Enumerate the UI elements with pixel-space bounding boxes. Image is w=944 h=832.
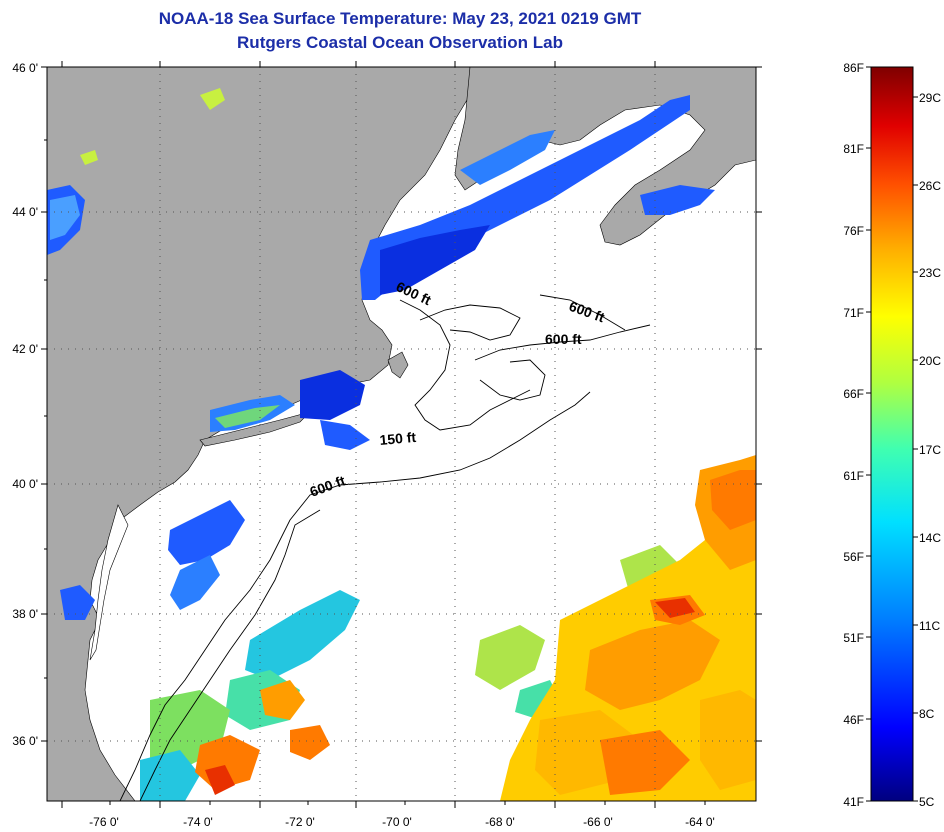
cb-f-41: 41F [843,795,864,809]
water-chesapeake-bay [89,504,129,661]
bathymetry-contours [119,294,651,801]
colorbar-ticks [866,66,918,802]
cb-f-81: 81F [843,142,864,156]
lat-label-44: 44 0' [12,205,38,219]
cb-f-46: 46F [843,713,864,727]
chart-subtitle: Rutgers Coastal Ocean Observation Lab [237,33,563,52]
lat-label-36: 36 0' [12,734,38,748]
lat-label-38: 38 0' [12,607,38,621]
cb-f-86: 86F [843,61,864,75]
contour-gulf-of-maine [399,299,531,431]
contour-inner [419,304,521,341]
longitude-labels: -76 0' -74 0' -72 0' -70 0' -68 0' -66 0… [89,815,715,829]
cb-c-20: 20C [919,354,941,368]
lon-label-68: -68 0' [485,815,515,829]
cb-c-11: 11C [919,619,940,633]
cb-f-76: 76F [843,224,864,238]
contour-150ft-shelf [139,509,321,801]
lat-label-42: 42 0' [12,342,38,356]
cb-f-56: 56F [843,550,864,564]
land-cape-cod [387,351,409,379]
colorbar-fahrenheit-labels: 86F 81F 76F 71F 66F 61F 56F 51F 46F 41F [843,61,864,809]
map-frame [46,66,757,802]
cb-c-26: 26C [919,179,941,193]
lon-label-70: -70 0' [382,815,412,829]
sst-warm-patches [195,455,756,801]
lon-label-72: -72 0' [285,815,315,829]
cb-c-8: 8C [919,707,935,721]
cb-c-29: 29C [919,91,941,105]
sst-cold-patches [47,95,725,785]
land-long-island [199,411,312,447]
chart-title: NOAA-18 Sea Surface Temperature: May 23,… [158,9,642,28]
contour-bank-ridges [479,359,546,401]
colorbar-celsius-labels: 29C 26C 23C 20C 17C 14C 11C 8C 5C [919,91,941,809]
lon-label-64: -64 0' [685,815,715,829]
lon-label-74: -74 0' [183,815,213,829]
contour-georges-bank [474,324,651,361]
latitude-labels: 46 0' 44 0' 42 0' 40 0' 38 0' 36 0' [12,61,38,748]
contour-label-600ft-bank: 600 ft [545,331,582,347]
contour-600ft-north [539,294,626,331]
colorbar [870,66,914,802]
lat-label-46: 46 0' [12,61,38,75]
tick-marks [41,61,762,808]
contour-label-150ft: 150 ft [379,429,417,448]
cb-f-71: 71F [843,306,864,320]
lon-label-66: -66 0' [583,815,613,829]
cb-c-17: 17C [919,443,941,457]
cb-f-61: 61F [843,469,864,483]
cb-f-66: 66F [843,387,864,401]
lon-label-76: -76 0' [89,815,119,829]
cb-c-23: 23C [919,266,941,280]
cb-f-51: 51F [843,631,864,645]
land-us-mainland [47,67,471,801]
cb-c-14: 14C [919,531,941,545]
lat-label-40: 40 0' [12,477,38,491]
cb-c-5: 5C [919,795,935,809]
contour-600ft-shelf [119,391,591,801]
